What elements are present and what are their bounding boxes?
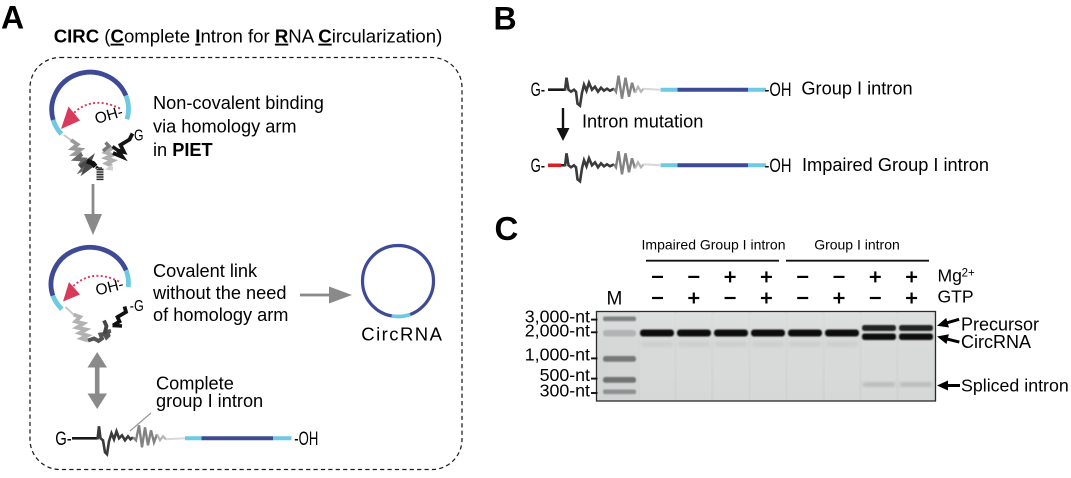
svg-text:CIRC (Complete Intron for RNA: CIRC (Complete Intron for RNA Circulariz… <box>54 26 443 47</box>
svg-text:OH-: OH- <box>94 276 126 299</box>
svg-text:M: M <box>607 289 623 310</box>
svg-text:Spliced intron: Spliced intron <box>961 376 1069 396</box>
svg-text:Group I intron: Group I intron <box>801 79 912 99</box>
svg-text:Impaired Group I intron: Impaired Group I intron <box>802 155 989 175</box>
svg-text:300-nt: 300-nt <box>540 381 590 401</box>
svg-text:Non-covalent binding: Non-covalent binding <box>153 93 324 113</box>
svg-text:without the need: without the need <box>152 283 286 303</box>
svg-text:CircRNA: CircRNA <box>361 324 443 345</box>
svg-text:G-: G- <box>55 429 71 450</box>
svg-text:G-: G- <box>531 156 546 177</box>
svg-text:A: A <box>1 0 24 35</box>
svg-text:Intron mutation: Intron mutation <box>582 112 703 132</box>
svg-text:group I intron: group I intron <box>156 391 263 411</box>
svg-text:-OH: -OH <box>765 156 792 177</box>
svg-text:G-: G- <box>531 80 546 101</box>
svg-text:2,000-nt: 2,000-nt <box>525 321 590 341</box>
svg-text:-OH: -OH <box>765 80 792 101</box>
svg-text:GTP: GTP <box>938 286 974 306</box>
svg-text:1,000-nt: 1,000-nt <box>525 345 590 365</box>
svg-text:B: B <box>494 1 517 37</box>
svg-text:-OH: -OH <box>294 429 318 450</box>
svg-text:G: G <box>134 128 144 145</box>
svg-text:Group I intron: Group I intron <box>814 236 900 252</box>
svg-text:500-nt: 500-nt <box>540 365 590 385</box>
svg-text:3,000-nt: 3,000-nt <box>525 306 590 326</box>
svg-text:2+: 2+ <box>962 267 975 279</box>
svg-text:in PIET: in PIET <box>153 140 213 160</box>
svg-text:Precursor: Precursor <box>961 315 1039 335</box>
svg-text:Mg: Mg <box>938 266 962 286</box>
svg-text:of homology arm: of homology arm <box>153 305 288 325</box>
svg-text:-G: -G <box>130 298 144 315</box>
svg-text:Complete: Complete <box>156 374 234 394</box>
svg-text:CircRNA: CircRNA <box>961 332 1031 352</box>
svg-text:Impaired Group I intron: Impaired Group I intron <box>642 236 786 252</box>
svg-text:OH-: OH- <box>93 104 125 128</box>
svg-text:Covalent link: Covalent link <box>153 261 258 281</box>
svg-text:C: C <box>495 210 519 247</box>
svg-text:via homology arm: via homology arm <box>153 116 297 136</box>
